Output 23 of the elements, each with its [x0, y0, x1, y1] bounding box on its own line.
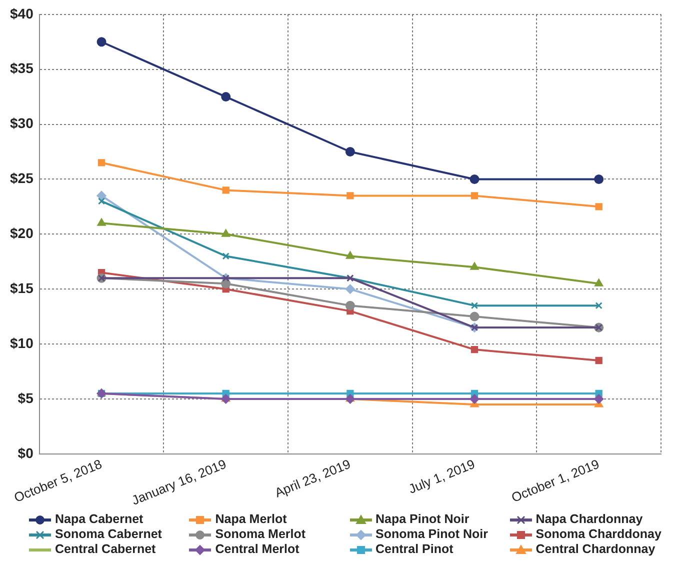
x-tick-label: July 1, 2019 [406, 456, 477, 496]
y-tick-label: $20 [10, 225, 34, 242]
legend-label: Sonoma Cabernet [55, 527, 162, 542]
y-tick-label: $25 [10, 170, 34, 186]
y-tick-label: $10 [10, 334, 34, 351]
legend-label: Central Pinot [376, 542, 454, 557]
legend-label: Central Chardonnay [536, 542, 656, 557]
legend-label: Central Cabernet [55, 542, 156, 557]
legend-label: Central Merlot [215, 542, 300, 557]
y-tick-label: $15 [10, 280, 34, 296]
legend-label: Sonoma Pinot Noir [376, 527, 488, 542]
legend-label: Napa Pinot Noir [376, 512, 470, 527]
legend-label: Napa Cabernet [55, 512, 144, 527]
y-tick-label: $40 [10, 5, 34, 22]
x-tick-label: April 23, 2019 [272, 456, 353, 500]
y-tick-label: $0 [18, 444, 34, 461]
y-tick-label: $35 [10, 60, 34, 76]
legend-label: Sonoma Charddonay [536, 527, 662, 542]
legend-label: Napa Merlot [215, 512, 287, 527]
y-tick-label: $30 [10, 115, 34, 132]
y-tick-label: $5 [18, 390, 34, 406]
legend-label: Napa Chardonnay [536, 512, 643, 527]
legend-label: Sonoma Merlot [215, 527, 306, 542]
